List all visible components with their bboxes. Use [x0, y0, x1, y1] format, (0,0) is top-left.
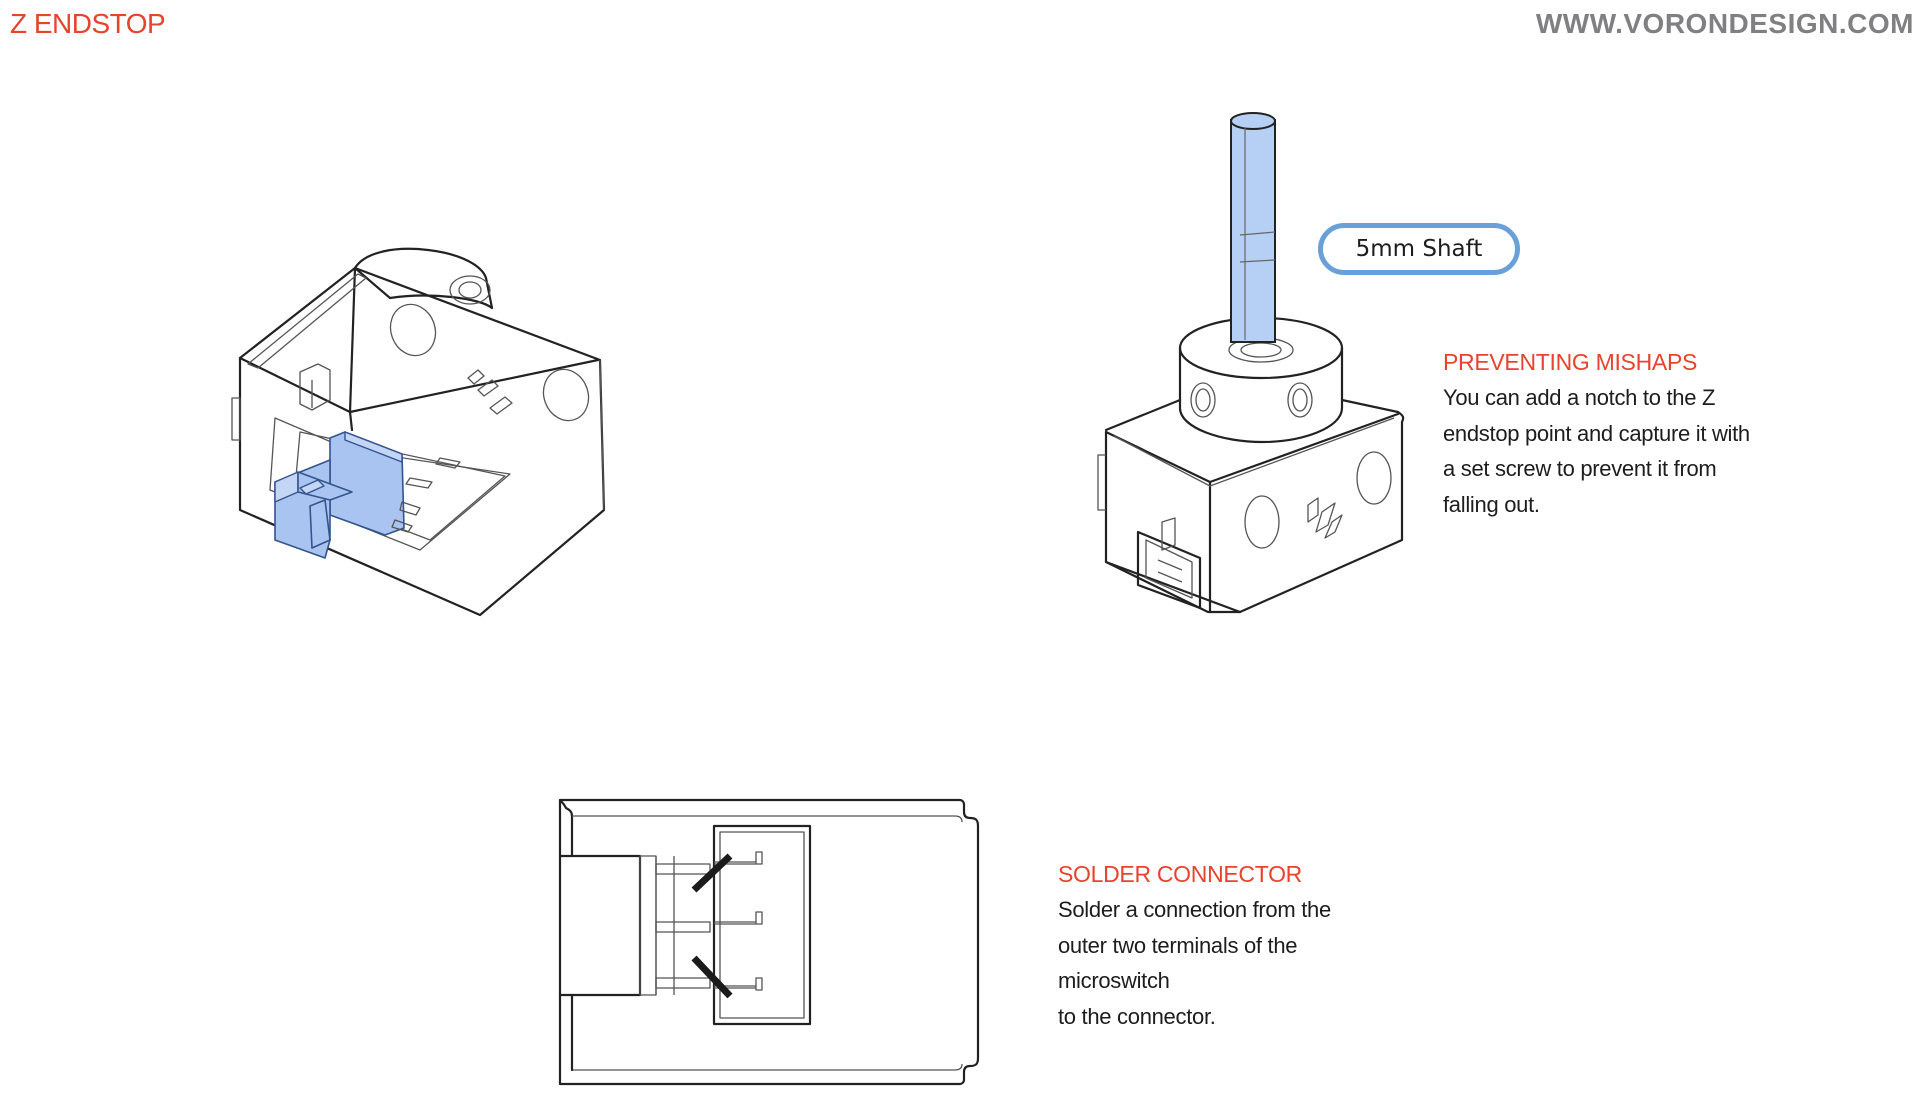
solder-line-3: microswitch — [1058, 968, 1170, 993]
shaft-5mm — [1230, 112, 1276, 343]
mishaps-note: PREVENTING MISHAPS You can add a notch t… — [1443, 344, 1750, 522]
solder-note: SOLDER CONNECTOR Solder a connection fro… — [1058, 856, 1331, 1034]
mishaps-title: PREVENTING MISHAPS — [1443, 349, 1698, 375]
website-url[interactable]: WWW.VORONDESIGN.COM — [1535, 8, 1914, 39]
solder-line-1: Solder a connection from the — [1058, 897, 1331, 922]
endstop-body — [1097, 398, 1405, 614]
mishaps-line-4: falling out. — [1443, 491, 1540, 517]
page-title: Z ENDSTOP — [10, 8, 166, 39]
mishaps-line-1: You can add a notch to the Z — [1443, 385, 1716, 410]
mount-boss — [353, 247, 494, 310]
solder-line-4: to the connector. — [1058, 1003, 1216, 1029]
solder-wires — [691, 853, 733, 999]
shaft-callout-label: 5mm Shaft — [1355, 236, 1483, 262]
housing-body — [231, 266, 606, 617]
switch-body-outline — [558, 798, 980, 1086]
switch-terminals — [655, 856, 711, 995]
jst-connector-highlight — [274, 431, 421, 559]
connector-socket — [1136, 517, 1202, 610]
shaft-callout: 5mm Shaft — [1318, 223, 1520, 275]
solder-line-2: outer two terminals of the — [1058, 932, 1298, 958]
solder-title: SOLDER CONNECTOR — [1058, 861, 1302, 887]
connector-header — [712, 824, 812, 1026]
mishaps-line-3: a set screw to prevent it from — [1443, 456, 1717, 481]
mishaps-line-2: endstop point and capture it with — [1443, 420, 1750, 446]
